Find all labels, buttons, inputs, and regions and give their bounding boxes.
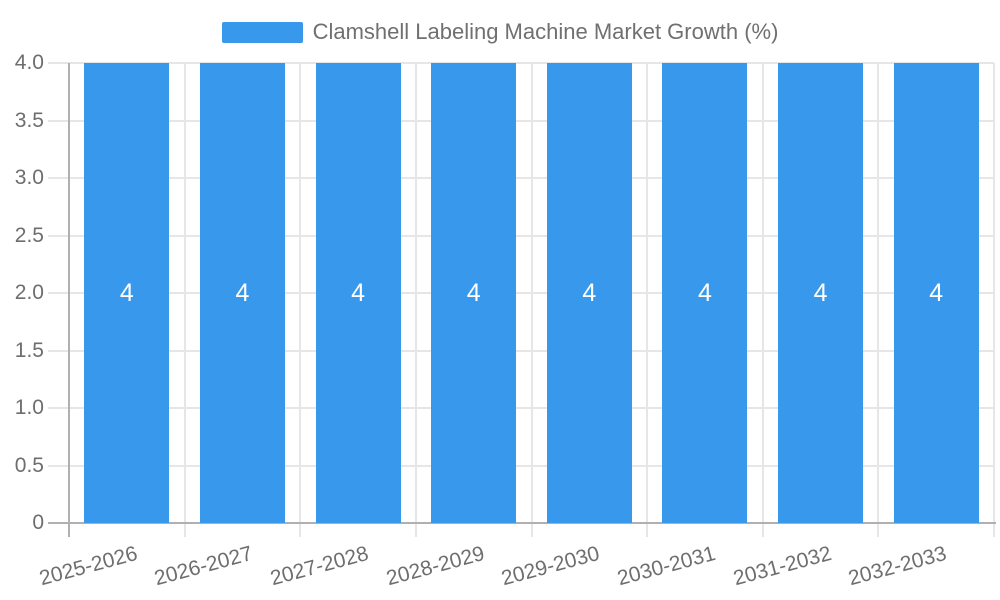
- bar-value-label: 4: [466, 278, 481, 307]
- bar-value-label: 4: [813, 278, 828, 307]
- bar-value-label: 4: [351, 278, 366, 307]
- x-axis-tick: [646, 523, 649, 537]
- bar-value-label: 4: [235, 278, 250, 307]
- bar: 4: [546, 63, 632, 523]
- y-gridline: [48, 407, 994, 409]
- y-tick-label: 4.0: [14, 51, 44, 74]
- legend-label: Clamshell Labeling Machine Market Growth…: [312, 19, 779, 44]
- y-tick-label: 0.5: [14, 453, 44, 477]
- y-axis-line: [68, 63, 70, 537]
- x-gridline: [761, 63, 764, 523]
- x-axis-tick: [414, 523, 417, 537]
- x-gridline: [299, 63, 302, 523]
- x-gridline: [414, 63, 417, 523]
- y-tick-label: 3.0: [14, 166, 44, 189]
- y-gridline: [48, 62, 994, 64]
- bar: 4: [84, 63, 170, 523]
- legend[interactable]: Clamshell Labeling Machine Market Growth…: [0, 20, 1000, 44]
- x-gridline: [530, 63, 533, 523]
- bar-value-label: 4: [929, 278, 944, 307]
- x-gridline: [183, 63, 186, 523]
- y-gridline: [48, 292, 994, 294]
- x-axis-tick: [993, 523, 995, 537]
- x-axis-tick: [530, 523, 533, 537]
- x-axis-line: [48, 522, 996, 524]
- y-gridline: [48, 177, 994, 179]
- bar-value-label: 4: [119, 278, 134, 307]
- x-axis-tick: [877, 523, 880, 537]
- bar: 4: [315, 63, 401, 523]
- x-axis-tick: [183, 523, 186, 537]
- y-tick-label: 0: [32, 511, 44, 534]
- y-tick-label: 2.0: [14, 281, 44, 304]
- y-tick-label: 3.5: [14, 108, 44, 132]
- bar: 4: [893, 63, 979, 523]
- bar: 4: [778, 63, 864, 523]
- x-axis-tick: [299, 523, 302, 537]
- y-gridline: [48, 119, 994, 122]
- bar: 4: [199, 63, 285, 523]
- y-tick-label: 2.5: [14, 223, 44, 247]
- y-tick-label: 1.5: [14, 338, 44, 362]
- y-gridline: [48, 234, 994, 237]
- y-gridline: [48, 349, 994, 352]
- y-gridline: [48, 464, 994, 467]
- bar-value-label: 4: [697, 278, 712, 307]
- y-tick-label: 1.0: [14, 396, 44, 419]
- x-gridline: [646, 63, 649, 523]
- legend-swatch: [221, 21, 303, 43]
- bar: 4: [662, 63, 748, 523]
- bar: 4: [431, 63, 517, 523]
- x-axis-tick: [761, 523, 764, 537]
- x-gridline: [877, 63, 880, 523]
- x-gridline: [993, 63, 995, 523]
- bar-value-label: 4: [582, 278, 597, 307]
